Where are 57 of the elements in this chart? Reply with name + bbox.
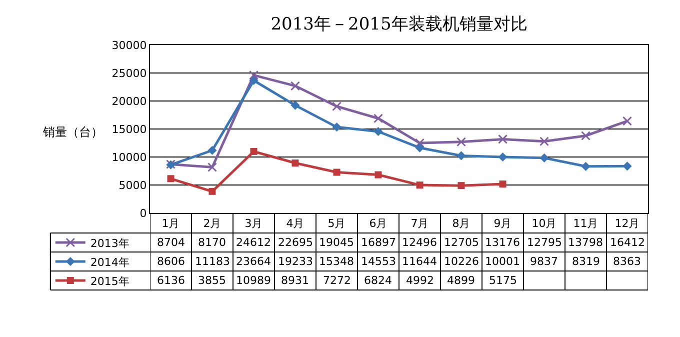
data-label: 12795 <box>527 236 562 249</box>
data-label: 3855 <box>198 274 226 287</box>
data-label: 19233 <box>278 255 313 268</box>
data-label: 16412 <box>610 236 645 249</box>
y-tick-label: 10000 <box>112 150 147 164</box>
data-label: 6824 <box>364 274 392 287</box>
data-label: 14553 <box>361 255 396 268</box>
x-tick-label: 2月 <box>203 217 222 230</box>
data-label: 24612 <box>236 236 271 249</box>
data-label: 12496 <box>402 236 437 249</box>
data-label: 11644 <box>402 255 437 268</box>
data-label: 8704 <box>157 236 185 249</box>
y-tick-label: 0 <box>140 206 147 220</box>
legend-label: 2013年 <box>90 236 130 250</box>
x-tick-label: 9月 <box>494 217 512 230</box>
data-label: 10989 <box>236 274 271 287</box>
data-label: 7272 <box>323 274 351 287</box>
y-tick-label: 15000 <box>112 122 147 136</box>
data-label: 6136 <box>157 274 185 287</box>
x-tick-label: 3月 <box>244 217 263 230</box>
data-label: 4899 <box>447 274 475 287</box>
data-label: 22695 <box>278 236 313 249</box>
data-label: 13176 <box>485 236 520 249</box>
data-label: 23664 <box>236 255 271 268</box>
x-tick-label: 1月 <box>162 217 180 230</box>
y-tick-label: 5000 <box>118 178 147 192</box>
legend-label: 2015年 <box>90 274 130 288</box>
data-label: 16897 <box>361 236 396 249</box>
x-tick-label: 4月 <box>286 217 304 230</box>
data-label: 5175 <box>489 274 517 287</box>
x-tick-label: 8月 <box>452 217 470 230</box>
data-label: 8170 <box>198 236 226 249</box>
data-label: 4992 <box>406 274 434 287</box>
data-label: 13798 <box>568 236 603 249</box>
data-label: 11183 <box>195 255 230 268</box>
x-tick-label: 5月 <box>328 217 346 230</box>
data-label: 10226 <box>444 255 479 268</box>
data-label: 15348 <box>319 255 354 268</box>
data-label: 8606 <box>157 255 185 268</box>
y-axis-title: 销量（台） <box>42 125 103 139</box>
data-label: 12705 <box>444 236 479 249</box>
legend-label: 2014年 <box>90 256 130 269</box>
x-tick-label: 6月 <box>369 217 388 230</box>
chart-title: 2013年－2015年装载机销量对比 <box>270 14 528 35</box>
x-tick-label: 12月 <box>614 217 640 230</box>
data-label: 9837 <box>530 255 558 268</box>
y-tick-label: 20000 <box>112 94 147 108</box>
y-tick-label: 30000 <box>112 38 147 52</box>
data-label: 8931 <box>281 274 309 287</box>
data-label: 8363 <box>613 255 641 268</box>
x-tick-label: 7月 <box>410 217 429 230</box>
data-label: 19045 <box>319 236 354 249</box>
y-tick-label: 25000 <box>112 66 147 80</box>
x-tick-label: 11月 <box>573 217 598 230</box>
data-label: 8319 <box>572 255 600 268</box>
x-tick-label: 10月 <box>532 217 557 230</box>
data-label: 10001 <box>485 255 520 268</box>
